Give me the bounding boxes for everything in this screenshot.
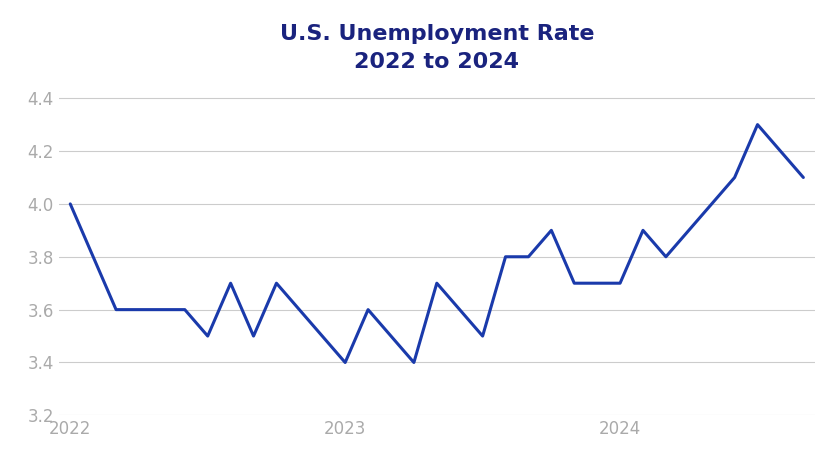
Title: U.S. Unemployment Rate
2022 to 2024: U.S. Unemployment Rate 2022 to 2024 (280, 24, 594, 72)
